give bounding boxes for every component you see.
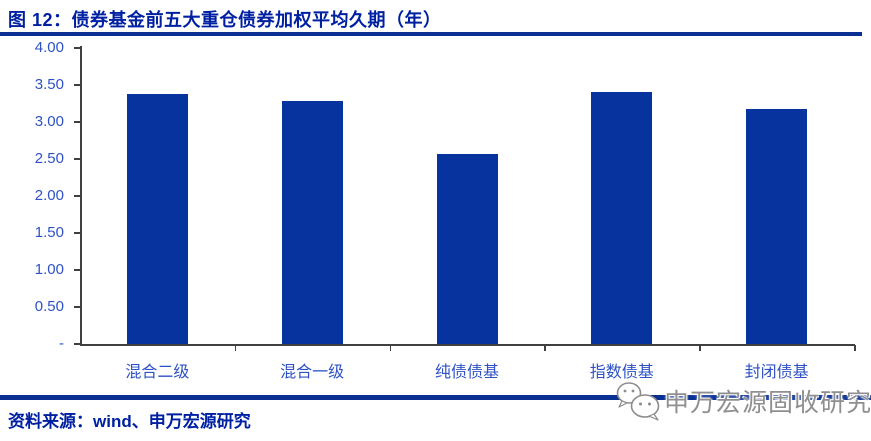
y-axis-tick	[74, 343, 80, 345]
x-axis-tick	[544, 345, 546, 351]
y-axis-tick	[74, 269, 80, 271]
bar-混合二级	[126, 93, 188, 344]
bar-封闭债基	[746, 108, 808, 344]
bar-指数债基	[591, 92, 653, 344]
y-axis-tick-label: 1.00	[34, 261, 64, 278]
y-axis-line	[80, 46, 82, 345]
footer-divider-rule	[0, 395, 871, 400]
y-axis-tick-label: 3.50	[34, 76, 64, 93]
y-axis-tick-label: 3.00	[34, 113, 64, 130]
bar-混合一级	[281, 101, 343, 344]
y-axis-tick-label: 2.50	[34, 150, 64, 167]
x-axis-category-label: 混合二级	[125, 364, 190, 381]
x-axis-category-label: 封闭债基	[744, 364, 809, 381]
x-axis-line	[80, 344, 855, 346]
y-axis-tick	[74, 306, 80, 308]
y-axis-tick	[74, 121, 80, 123]
y-axis-tick	[74, 158, 80, 160]
bar-纯债债基	[436, 153, 498, 344]
bar-chart: - 0.50 1.00 1.50 2.00 2.50 3.00 3.50 4.00 混合二级 混合一…	[0, 36, 871, 386]
x-axis-category-label: 纯债债基	[434, 364, 499, 381]
watermark: 申万宏源固收研究	[614, 378, 871, 424]
title-divider-rule	[0, 32, 862, 36]
y-axis-tick-label: 2.00	[34, 187, 64, 204]
figure-title: 图 12：债券基金前五大重仓债券加权平均久期（年）	[8, 10, 442, 30]
y-axis-tick-label: 1.50	[34, 224, 64, 241]
x-axis-tick	[234, 345, 237, 351]
y-axis-tick-label: -	[59, 335, 64, 352]
x-axis-category-label: 指数债基	[589, 364, 654, 381]
source-note: 资料来源：wind、申万宏源研究	[8, 412, 251, 431]
x-axis-tick	[389, 345, 392, 351]
x-axis-category-label: 混合一级	[280, 364, 345, 381]
y-axis-tick-label: 4.00	[34, 39, 64, 56]
y-axis-tick	[74, 84, 80, 86]
wechat-icon	[616, 382, 660, 421]
x-axis-tick	[699, 345, 701, 351]
y-axis-tick-label: 0.50	[34, 298, 64, 315]
y-axis-tick	[74, 195, 80, 197]
watermark-text: 申万宏源固收研究	[664, 389, 871, 417]
y-axis-tick	[74, 47, 80, 49]
x-axis-tick	[854, 345, 856, 351]
y-axis-tick	[74, 232, 80, 234]
